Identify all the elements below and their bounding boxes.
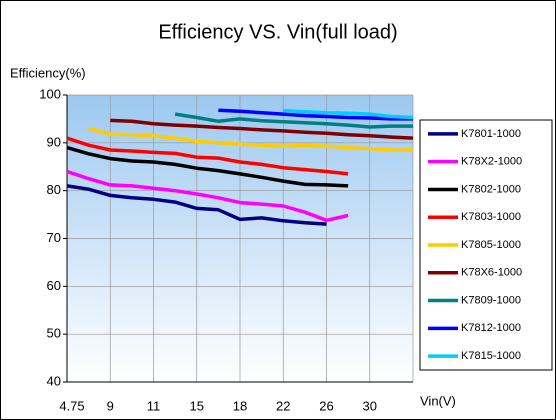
y-tick-label: 100 — [39, 86, 61, 101]
y-tick-label: 40 — [47, 373, 61, 388]
series-line — [174, 112, 413, 129]
series-line — [110, 118, 414, 140]
x-tick-label: 15 — [190, 398, 204, 413]
legend-label: K78X6-1000 — [461, 267, 522, 279]
x-axis-label: Vin(V) — [420, 393, 456, 408]
y-tick-label: 90 — [47, 134, 61, 149]
series-line — [66, 145, 349, 188]
x-tick-label: 4.75 — [59, 398, 84, 413]
y-tick-label: 70 — [47, 230, 61, 245]
legend-label: K7809-1000 — [461, 294, 521, 306]
series-line — [218, 108, 413, 121]
y-axis-label: Efficiency(%) — [10, 65, 86, 80]
legend-label: K7815-1000 — [461, 350, 521, 362]
series-line — [66, 184, 327, 226]
y-tick-label: 50 — [47, 326, 61, 341]
legend-label: K7805-1000 — [461, 239, 521, 251]
legend-label: K7803-1000 — [461, 211, 521, 223]
chart-title: Efficiency VS. Vin(full load) — [158, 21, 397, 43]
x-tick-label: 26 — [319, 398, 333, 413]
x-tick-label: 11 — [147, 398, 161, 413]
x-tick-label: 18 — [233, 398, 247, 413]
y-tick-label: 60 — [47, 278, 61, 293]
y-tick-label: 80 — [47, 182, 61, 197]
x-tick-label: 22 — [276, 398, 290, 413]
legend-label: K7812-1000 — [461, 322, 521, 334]
series-line — [66, 169, 349, 223]
x-tick-label: 30 — [363, 398, 377, 413]
series-line — [88, 126, 413, 152]
series-line — [66, 136, 349, 176]
legend-label: K7801-1000 — [461, 128, 521, 140]
x-tick-label: 9 — [107, 398, 114, 413]
legend-label: K78X2-1000 — [461, 156, 522, 168]
series-line — [283, 109, 414, 120]
legend-label: K7802-1000 — [461, 183, 521, 195]
